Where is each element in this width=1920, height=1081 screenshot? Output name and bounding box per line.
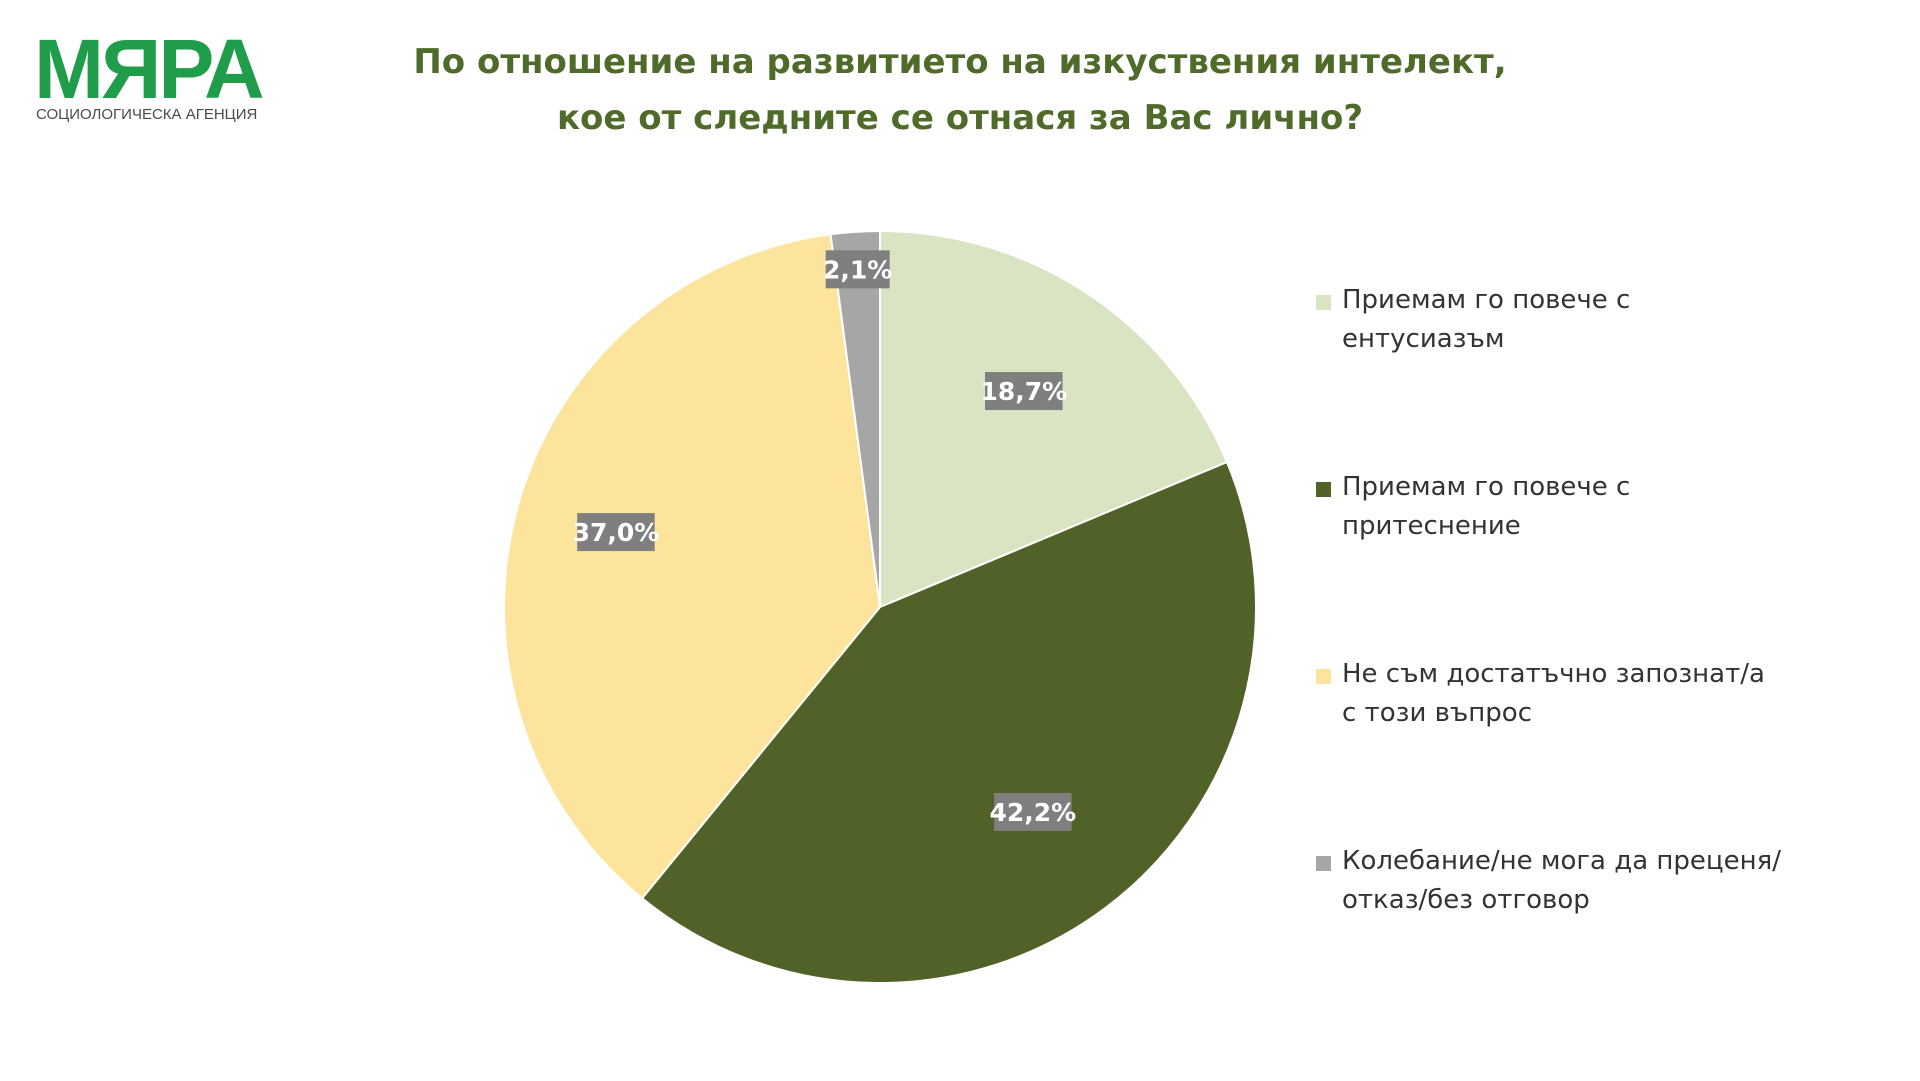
data-label-text-4: 2,1% [823,255,892,284]
pie-slice-4 [829,229,881,608]
legend-item-3: Не съм достатъчно запознат/а с този въпр… [1316,655,1836,842]
legend-swatch-1 [1316,295,1331,310]
legend-swatch-3 [1316,669,1331,684]
data-label-box-4 [825,250,890,289]
data-label-1: 18,7% [980,372,1067,411]
data-label-2: 42,2% [990,792,1077,831]
data-label-text-3: 37,0% [573,518,660,547]
data-label-box-1 [985,372,1063,411]
data-label-text-1: 18,7% [980,377,1067,406]
legend-swatch-2 [1316,482,1331,497]
logo-mark: МЯРА [34,22,265,116]
pie-slice-3 [503,233,882,900]
pie-slice-1 [879,229,1229,609]
logo-subtitle: СОЦИОЛОГИЧЕСКА АГЕНЦИЯ [36,106,258,123]
legend-label-1: Приемам го повече с ентусиазъм [1342,285,1631,354]
logo: МЯРА СОЦИОЛОГИЧЕСКА АГЕНЦИЯ [34,22,274,124]
legend-label-2: Приемам го повече с притеснение [1342,472,1631,541]
pie-slice-2 [640,460,1257,984]
chart-title-line-2: кое от следните се отнася за Вас лично? [556,98,1364,138]
data-label-box-2 [994,792,1072,831]
data-label-box-3 [577,513,655,552]
legend-label-3: Не съм достатъчно запознат/а с този въпр… [1342,659,1765,728]
chart-title-line-1: По отношение на развитието на изкуствени… [413,42,1507,82]
legend-item-1: Приемам го повече с ентусиазъм [1316,281,1836,468]
legend-item-2: Приемам го повече с притеснение [1316,468,1836,655]
legend-swatch-4 [1316,856,1331,871]
data-label-text-2: 42,2% [990,798,1077,827]
chart-legend: Приемам го повече с ентусиазъм Приемам го… [1316,281,1836,1029]
legend-item-4: Колебание/не мога да преценя/отказ/без о… [1316,842,1836,1029]
data-label-3: 37,0% [573,513,660,552]
legend-label-4: Колебание/не мога да преценя/отказ/без о… [1342,846,1782,915]
chart-title: По отношение на развитието на изкуствени… [380,34,1540,146]
data-label-4: 2,1% [823,250,892,289]
